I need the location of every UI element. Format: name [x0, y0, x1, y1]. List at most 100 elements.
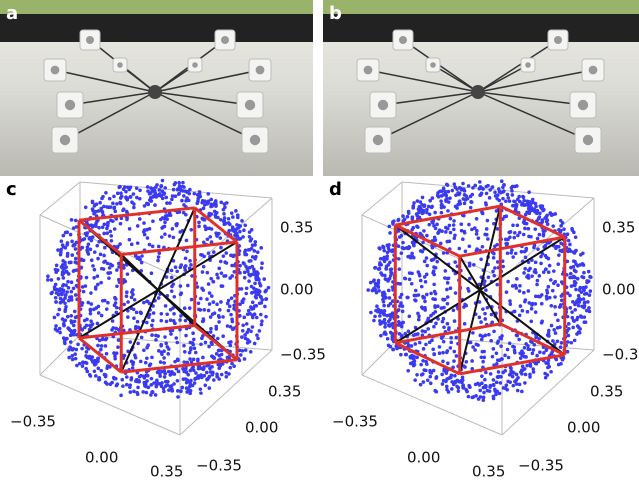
scatter-point: [376, 278, 381, 283]
scatter-point: [174, 336, 179, 340]
scatter-point: [491, 269, 495, 274]
scatter-point: [471, 186, 475, 190]
scatter-point: [70, 357, 75, 362]
scatter-point: [399, 352, 403, 357]
plot-3d: 0.350.00−0.350.350.00−0.35−0.350.000.35: [10, 178, 326, 481]
scatter-point: [423, 299, 427, 304]
scatter-point: [90, 359, 95, 364]
wire: [477, 39, 559, 93]
scatter-point: [545, 213, 549, 218]
scatter-point: [238, 302, 242, 307]
scatter-point: [131, 362, 135, 366]
scatter-point: [168, 318, 173, 323]
scatter-point: [106, 300, 110, 305]
wire: [54, 69, 156, 93]
scatter-point: [512, 371, 516, 375]
scatter-point: [512, 184, 517, 189]
scatter-point: [523, 299, 527, 304]
scatter-point: [448, 230, 453, 235]
scatter-point: [231, 215, 235, 219]
scatter-point: [250, 243, 255, 247]
scatter-point: [430, 220, 434, 224]
scatter-point: [254, 276, 258, 281]
scatter-point: [106, 205, 111, 210]
scatter-point: [209, 276, 213, 281]
scatter-point: [471, 395, 476, 399]
scatter-point: [467, 276, 472, 281]
scatter-point: [410, 251, 414, 256]
scatter-point: [230, 274, 234, 278]
scatter-point: [517, 289, 522, 293]
scatter-point: [246, 269, 250, 274]
scatter-point: [69, 295, 74, 299]
scatter-point: [137, 197, 142, 201]
scatter-point: [105, 382, 109, 386]
scatter-point: [65, 314, 70, 319]
scatter-point: [72, 319, 77, 324]
scatter-point: [430, 204, 434, 209]
scatter-point: [475, 247, 479, 251]
scatter-point: [558, 345, 563, 350]
scatter-point: [144, 390, 149, 395]
scatter-point: [240, 348, 245, 353]
scatter-point: [180, 198, 184, 203]
scatter-point: [80, 346, 84, 351]
scatter-point: [432, 265, 436, 269]
x-tick-label: 0.35: [472, 463, 505, 481]
scatter-point: [526, 289, 531, 293]
scatter-point: [522, 249, 527, 254]
scatter-point: [61, 233, 66, 238]
scatter-point: [129, 242, 134, 247]
scatter-point: [456, 389, 461, 393]
module-port: [192, 62, 198, 68]
scatter-point: [72, 323, 76, 328]
scatter-point: [433, 304, 437, 308]
scatter-point: [108, 382, 113, 386]
scatter-point: [558, 248, 562, 253]
scatter-point: [426, 327, 431, 331]
scatter-point: [493, 244, 497, 249]
panel-label: b: [329, 3, 342, 24]
scatter-point: [388, 231, 392, 235]
scatter-point: [184, 238, 189, 243]
scatter-point: [142, 348, 146, 353]
scatter-point: [101, 194, 105, 199]
scatter-point: [444, 384, 449, 389]
scatter-point: [462, 189, 467, 193]
scatter-point: [558, 303, 563, 307]
scatter-point: [53, 327, 58, 331]
scatter-point: [155, 378, 159, 383]
scatter-point: [105, 366, 109, 370]
scatter-point: [536, 247, 540, 251]
scatter-point: [535, 282, 539, 287]
scatter-point: [143, 383, 147, 388]
z-tick-label: 0.35: [602, 219, 635, 237]
scatter-point: [168, 201, 172, 205]
scatter-point: [503, 353, 507, 358]
scatter-point: [504, 241, 508, 246]
scatter-point: [572, 338, 577, 343]
scatter-point: [422, 259, 427, 264]
scatter-point: [539, 254, 543, 259]
scatter-point: [149, 199, 154, 203]
scatter-point: [459, 222, 464, 226]
scatter-point: [228, 365, 233, 370]
scatter-point: [157, 382, 162, 386]
scatter-point: [523, 255, 528, 260]
scatter-point: [229, 312, 233, 317]
scatter-point: [147, 192, 152, 196]
scatter-point: [217, 353, 222, 358]
scatter-point: [135, 319, 140, 324]
scatter-point: [114, 310, 119, 315]
scatter-point: [208, 235, 213, 239]
scatter-point: [388, 267, 393, 272]
scatter-point: [184, 333, 188, 338]
cube-edge: [193, 324, 238, 361]
scatter-point: [441, 298, 446, 302]
scatter-point: [549, 323, 554, 328]
scatter-point: [227, 304, 232, 309]
scatter-point: [202, 308, 207, 312]
scatter-point: [457, 246, 462, 251]
scatter-point: [242, 275, 247, 280]
scatter-point: [486, 237, 490, 241]
